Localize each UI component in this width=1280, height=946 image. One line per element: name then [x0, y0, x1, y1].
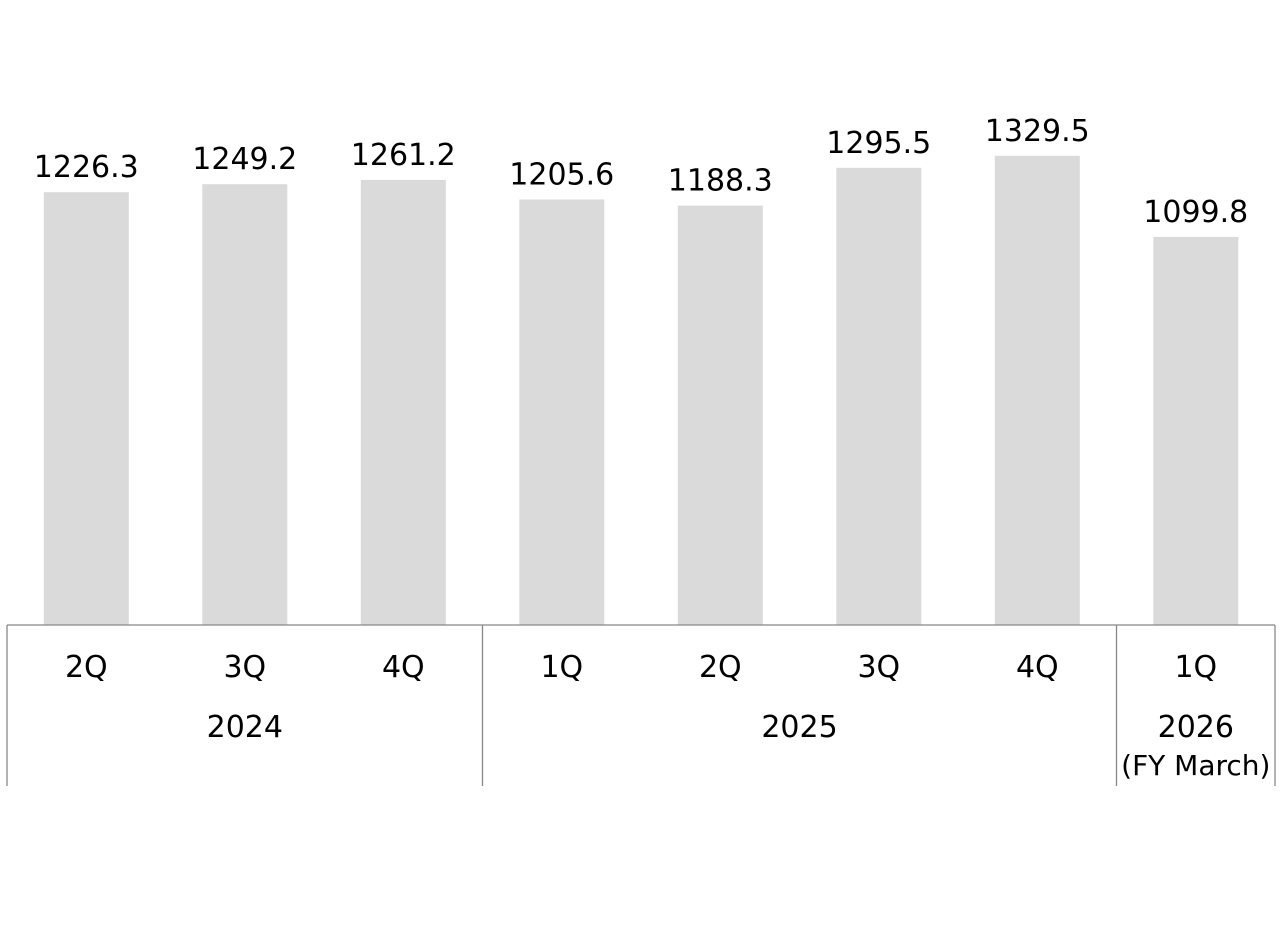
year-label-2: 2026 — [1158, 710, 1234, 745]
value-label-7: 1099.8 — [1143, 195, 1248, 230]
year-note-2: (FY March) — [1121, 749, 1270, 782]
bar-6 — [994, 155, 1080, 626]
category-axis: 2Q 3Q 4Q 1Q 2Q 3Q 4Q 1Q 2024 2025 2026 (FY March) — [6, 624, 1276, 786]
quarter-label-5: 3Q — [857, 650, 900, 685]
year-label-0: 2024 — [207, 710, 283, 745]
bar-2 — [360, 179, 446, 625]
bar-1 — [202, 184, 288, 625]
value-labels: 1226.3 1249.2 1261.2 1205.6 1188.3 1295.5 1329… — [34, 114, 1248, 230]
quarter-label-3: 1Q — [540, 650, 583, 685]
value-label-3: 1205.6 — [509, 158, 614, 193]
quarter-label-6: 4Q — [1016, 650, 1059, 685]
value-label-1: 1249.2 — [192, 142, 297, 177]
bar-4 — [677, 205, 763, 625]
bar-0 — [43, 192, 129, 625]
value-label-6: 1329.5 — [985, 114, 1090, 149]
bars — [43, 155, 1239, 626]
value-label-2: 1261.2 — [351, 138, 456, 173]
quarter-label-0: 2Q — [65, 650, 108, 685]
quarter-label-2: 4Q — [382, 650, 425, 685]
quarter-label-1: 3Q — [223, 650, 266, 685]
bar-7 — [1153, 236, 1239, 625]
bar-3 — [519, 199, 605, 625]
value-label-4: 1188.3 — [668, 164, 773, 199]
year-label-1: 2025 — [761, 710, 837, 745]
quarter-label-4: 2Q — [699, 650, 742, 685]
bar-5 — [836, 167, 922, 626]
value-label-0: 1226.3 — [34, 150, 139, 185]
quarter-label-7: 1Q — [1174, 650, 1217, 685]
value-label-5: 1295.5 — [826, 126, 931, 161]
